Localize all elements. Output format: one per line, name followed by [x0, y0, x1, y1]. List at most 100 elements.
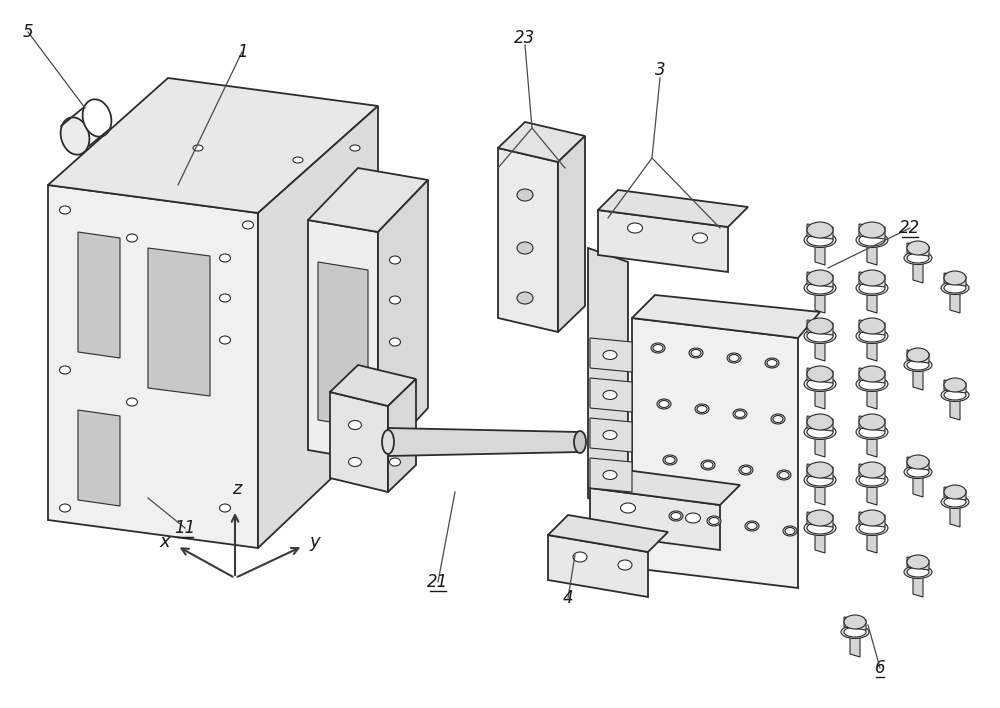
Ellipse shape: [628, 223, 642, 233]
Polygon shape: [807, 416, 833, 431]
Polygon shape: [859, 224, 885, 239]
Ellipse shape: [517, 189, 533, 201]
Ellipse shape: [807, 378, 833, 390]
Polygon shape: [598, 210, 728, 272]
Ellipse shape: [807, 414, 833, 430]
Ellipse shape: [618, 560, 632, 570]
Polygon shape: [913, 472, 923, 497]
Ellipse shape: [859, 510, 885, 526]
Ellipse shape: [60, 504, 70, 512]
Ellipse shape: [907, 253, 929, 263]
Polygon shape: [48, 78, 378, 213]
Ellipse shape: [777, 470, 791, 480]
Ellipse shape: [859, 462, 885, 478]
Polygon shape: [807, 512, 833, 527]
Polygon shape: [907, 243, 929, 256]
Polygon shape: [907, 557, 929, 570]
Ellipse shape: [785, 527, 795, 535]
Polygon shape: [632, 318, 798, 588]
Text: x: x: [160, 533, 170, 551]
Ellipse shape: [60, 206, 70, 214]
Polygon shape: [867, 480, 877, 505]
Ellipse shape: [859, 222, 885, 238]
Ellipse shape: [691, 350, 701, 357]
Ellipse shape: [907, 360, 929, 370]
Ellipse shape: [727, 353, 741, 363]
Ellipse shape: [220, 254, 230, 262]
Ellipse shape: [907, 467, 929, 477]
Ellipse shape: [904, 358, 932, 372]
Polygon shape: [950, 395, 960, 420]
Polygon shape: [815, 288, 825, 313]
Ellipse shape: [697, 406, 707, 413]
Ellipse shape: [573, 552, 587, 562]
Polygon shape: [815, 384, 825, 409]
Ellipse shape: [804, 329, 836, 343]
Polygon shape: [590, 338, 632, 372]
Ellipse shape: [856, 329, 888, 343]
Polygon shape: [148, 248, 210, 396]
Text: 6: 6: [875, 659, 885, 677]
Polygon shape: [318, 262, 368, 428]
Ellipse shape: [944, 378, 966, 392]
Ellipse shape: [663, 455, 677, 465]
Polygon shape: [944, 380, 966, 393]
Polygon shape: [913, 365, 923, 390]
Polygon shape: [815, 432, 825, 457]
Polygon shape: [78, 232, 120, 358]
Polygon shape: [588, 248, 628, 512]
Ellipse shape: [665, 457, 675, 464]
Ellipse shape: [807, 510, 833, 526]
Polygon shape: [498, 148, 558, 332]
Ellipse shape: [859, 522, 885, 534]
Polygon shape: [548, 515, 668, 552]
Polygon shape: [590, 488, 720, 550]
Ellipse shape: [686, 513, 700, 523]
Text: 3: 3: [655, 61, 665, 79]
Ellipse shape: [944, 497, 966, 507]
Ellipse shape: [350, 145, 360, 151]
Ellipse shape: [382, 430, 394, 454]
Polygon shape: [498, 122, 585, 162]
Polygon shape: [548, 535, 648, 597]
Ellipse shape: [944, 485, 966, 499]
Ellipse shape: [907, 241, 929, 255]
Ellipse shape: [517, 292, 533, 304]
Ellipse shape: [859, 366, 885, 382]
Ellipse shape: [941, 496, 969, 508]
Polygon shape: [859, 368, 885, 383]
Ellipse shape: [944, 271, 966, 285]
Ellipse shape: [390, 256, 400, 264]
Polygon shape: [859, 464, 885, 479]
Polygon shape: [815, 528, 825, 553]
Ellipse shape: [745, 521, 759, 531]
Polygon shape: [815, 480, 825, 505]
Ellipse shape: [804, 377, 836, 392]
Ellipse shape: [390, 458, 400, 466]
Ellipse shape: [807, 426, 833, 438]
Ellipse shape: [804, 232, 836, 248]
Ellipse shape: [242, 221, 254, 229]
Ellipse shape: [904, 251, 932, 265]
Ellipse shape: [83, 99, 111, 137]
Text: 5: 5: [23, 23, 33, 41]
Polygon shape: [859, 320, 885, 335]
Polygon shape: [590, 458, 632, 492]
Polygon shape: [867, 240, 877, 265]
Ellipse shape: [574, 431, 586, 453]
Ellipse shape: [703, 462, 713, 469]
Ellipse shape: [859, 378, 885, 390]
Ellipse shape: [859, 270, 885, 286]
Ellipse shape: [844, 615, 866, 629]
Polygon shape: [815, 240, 825, 265]
Ellipse shape: [349, 421, 362, 430]
Polygon shape: [558, 136, 585, 332]
Polygon shape: [48, 185, 258, 548]
Polygon shape: [258, 106, 378, 548]
Ellipse shape: [741, 467, 751, 474]
Ellipse shape: [293, 157, 303, 163]
Ellipse shape: [671, 513, 681, 520]
Polygon shape: [815, 336, 825, 361]
Polygon shape: [590, 378, 632, 412]
Polygon shape: [859, 272, 885, 287]
